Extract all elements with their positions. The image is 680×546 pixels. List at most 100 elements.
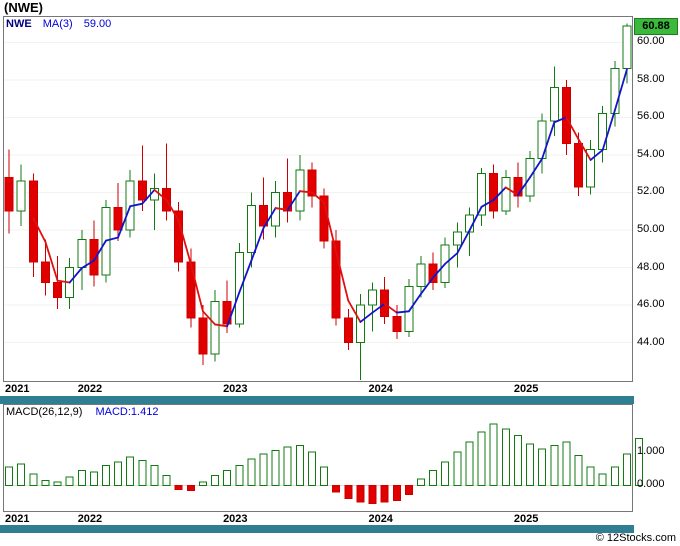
candle-body — [549, 86, 559, 122]
macd-bar-positive — [453, 451, 462, 486]
macd-bar-positive — [5, 466, 14, 486]
ma-line-segment — [56, 279, 71, 284]
ma-line-segment — [129, 202, 144, 208]
year-label-macd: 2023 — [223, 513, 248, 525]
macd-bar-positive — [513, 435, 522, 486]
macd-bar-positive — [77, 469, 86, 486]
macd-bar-negative — [344, 484, 353, 500]
macd-bar-positive — [101, 464, 110, 486]
ma-line-segment — [214, 323, 229, 328]
ma-line-segment — [262, 207, 277, 229]
ma-line-segment — [577, 138, 592, 161]
candle-body — [186, 261, 196, 319]
ma-line-segment — [323, 201, 338, 253]
candle-body — [4, 176, 14, 212]
candle-body — [28, 180, 38, 263]
ma-line-segment — [226, 291, 241, 328]
price-legend: NWE MA(3) 59.00 — [6, 18, 111, 30]
year-label-macd: 2025 — [513, 513, 539, 525]
ma-line-segment — [238, 259, 253, 294]
candle-body — [246, 205, 256, 253]
candle-body — [137, 180, 147, 201]
year-label-price: 2023 — [223, 383, 248, 395]
macd-bar-positive — [65, 476, 74, 486]
ma-value: 59.00 — [83, 18, 112, 30]
macd-bar-positive — [162, 474, 171, 486]
macd-value-label: MACD:1.412 — [95, 406, 159, 418]
candle-body — [210, 300, 220, 355]
candle-body — [622, 25, 632, 70]
page-title: (NWE) — [4, 0, 43, 15]
macd-bar-positive — [416, 478, 425, 486]
ma-line-segment — [177, 219, 192, 265]
macd-bar-positive — [465, 441, 474, 486]
ma-line-segment — [613, 68, 628, 112]
ma-line-segment — [32, 217, 47, 243]
macd-bar-positive — [259, 453, 268, 486]
macd-bar-positive — [489, 423, 498, 486]
ma-line-segment — [529, 157, 544, 179]
macd-bar-negative — [404, 484, 413, 496]
macd-bar-positive — [295, 445, 304, 486]
candle-body — [89, 238, 99, 276]
macd-bar-positive — [17, 463, 26, 486]
ma-line-segment — [601, 109, 616, 151]
candle-body — [392, 315, 402, 332]
macd-bar-positive — [610, 466, 619, 486]
year-label-macd: 2021 — [5, 513, 30, 525]
macd-bar-positive — [89, 471, 98, 486]
year-label-price: 2025 — [513, 383, 539, 395]
candle-body — [113, 206, 123, 231]
ma-line-segment — [371, 302, 386, 314]
macd-bar-positive — [477, 431, 486, 486]
macd-bar-positive — [550, 445, 559, 486]
ma-line-segment — [153, 189, 168, 201]
ma-line-segment — [480, 199, 495, 208]
ma-line-segment — [44, 240, 59, 282]
ma-line-segment — [105, 236, 119, 242]
macd-bar-positive — [622, 453, 631, 486]
x-axis-band-price — [0, 396, 634, 404]
ma-line-segment — [117, 205, 132, 239]
candle-body — [368, 289, 378, 306]
ma-line-segment — [286, 190, 301, 211]
macd-bar-negative — [368, 484, 377, 505]
candle-body — [234, 251, 244, 325]
macd-bar-positive — [526, 443, 535, 486]
macd-bar-negative — [332, 484, 341, 493]
year-label-price: 2021 — [5, 383, 30, 395]
ma-line-segment — [335, 250, 350, 302]
year-label-price: 2024 — [368, 383, 393, 395]
macd-bar-positive — [635, 437, 644, 486]
ma-line-segment — [565, 116, 580, 141]
candle-body — [40, 261, 50, 284]
macd-bar-negative — [186, 484, 195, 491]
candle-body — [198, 317, 208, 355]
ma-line-segment — [456, 229, 471, 255]
candle-body — [174, 210, 184, 263]
price-axis-label: 44.00 — [637, 336, 665, 348]
ma-line-segment — [165, 199, 180, 222]
ma-line-segment — [383, 302, 398, 314]
macd-bar-positive — [114, 461, 123, 486]
macd-bar-negative — [380, 484, 389, 503]
candle-body — [307, 169, 317, 197]
macd-bar-positive — [501, 428, 510, 486]
macd-bar-positive — [223, 469, 232, 486]
ma-line-segment — [407, 292, 422, 313]
macd-bar-positive — [538, 448, 547, 486]
candle-body — [404, 285, 414, 332]
year-label-price: 2022 — [77, 383, 103, 395]
ma-line-segment — [395, 310, 410, 314]
candle-body — [586, 148, 596, 188]
symbol-label: NWE — [6, 18, 32, 30]
ma-line-segment — [189, 262, 204, 313]
ma-line-segment — [311, 191, 325, 204]
macd-bar-positive — [441, 461, 450, 486]
price-axis-label: 46.00 — [637, 298, 665, 310]
ma-line-segment — [359, 311, 374, 323]
x-axis-band-macd — [0, 525, 634, 533]
macd-bar-positive — [574, 455, 583, 486]
ma-line-segment — [298, 190, 313, 194]
candle-body — [452, 231, 462, 246]
